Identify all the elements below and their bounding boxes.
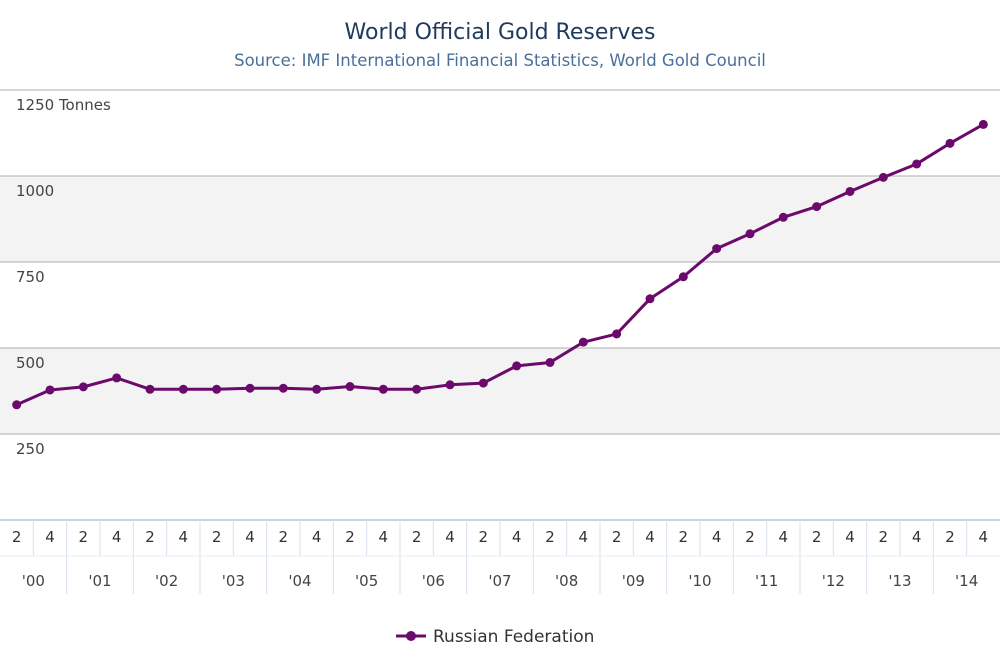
quarter-tick-label: 2 <box>79 528 89 546</box>
plot-band <box>0 348 1000 434</box>
gridlines <box>0 89 1000 435</box>
quarter-tick-label: 4 <box>512 528 522 546</box>
data-point <box>312 384 322 394</box>
data-point <box>812 202 822 212</box>
series-line <box>16 123 985 407</box>
y-tick-label: 500 <box>16 354 45 372</box>
data-point <box>12 400 22 410</box>
quarter-tick-label: 2 <box>745 528 755 546</box>
data-point <box>878 172 888 182</box>
y-tick-label: 1250 Tonnes <box>16 96 111 114</box>
plot-band <box>0 434 1000 520</box>
data-point <box>745 229 755 239</box>
data-point <box>245 383 255 393</box>
data-point <box>945 138 955 148</box>
quarter-tick-label: 4 <box>645 528 655 546</box>
chart-title: World Official Gold Reserves <box>345 20 656 45</box>
quarter-tick-label: 4 <box>45 528 55 546</box>
quarter-tick-label: 4 <box>179 528 189 546</box>
year-tick-label: '03 <box>222 572 245 590</box>
data-point <box>278 383 288 393</box>
data-point <box>578 337 588 347</box>
data-point <box>478 378 488 388</box>
data-point <box>712 244 722 254</box>
data-point <box>678 272 688 282</box>
quarter-tick-label: 2 <box>679 528 689 546</box>
quarter-tick-label: 2 <box>12 528 22 546</box>
quarter-tick-label: 4 <box>112 528 122 546</box>
data-point <box>78 382 88 392</box>
y-axis-ticks: 250 500 750 1000 1250 Tonnes <box>16 96 111 458</box>
year-tick-label: '11 <box>755 572 778 590</box>
quarter-tick-label: 4 <box>445 528 455 546</box>
quarter-tick-label: 2 <box>612 528 622 546</box>
year-tick-label: '14 <box>955 572 978 590</box>
data-point <box>178 384 188 394</box>
data-point <box>612 329 622 339</box>
legend-label: Russian Federation <box>433 627 594 647</box>
legend-swatch-marker <box>406 631 416 641</box>
year-tick-label: '06 <box>422 572 445 590</box>
data-point <box>412 384 422 394</box>
quarter-tick-label: 4 <box>579 528 589 546</box>
legend: Russian Federation <box>396 627 594 647</box>
year-tick-label: '10 <box>688 572 711 590</box>
plot-band <box>0 176 1000 262</box>
data-point <box>645 294 655 304</box>
data-point <box>778 212 788 222</box>
data-point <box>545 357 555 367</box>
year-tick-label: '04 <box>288 572 311 590</box>
year-tick-label: '09 <box>622 572 645 590</box>
data-point <box>978 119 988 129</box>
data-point <box>445 380 455 390</box>
quarter-tick-label: 2 <box>879 528 889 546</box>
year-tick-label: '08 <box>555 572 578 590</box>
data-point <box>45 385 55 395</box>
quarter-tick-label: 2 <box>545 528 555 546</box>
quarter-tick-label: 2 <box>479 528 489 546</box>
series-layer <box>12 119 988 410</box>
quarter-tick-label: 4 <box>312 528 322 546</box>
y-tick-label: 750 <box>16 268 45 286</box>
quarter-tick-label: 4 <box>712 528 722 546</box>
quarter-tick-label: 4 <box>379 528 389 546</box>
quarter-tick-label: 4 <box>912 528 922 546</box>
quarter-tick-label: 2 <box>345 528 355 546</box>
data-point <box>378 384 388 394</box>
quarter-tick-label: 2 <box>945 528 955 546</box>
year-tick-label: '05 <box>355 572 378 590</box>
plot-background <box>0 90 1000 520</box>
data-point <box>912 159 922 169</box>
year-tick-label: '01 <box>88 572 111 590</box>
data-point <box>145 384 155 394</box>
data-point <box>345 382 355 392</box>
year-tick-label: '13 <box>888 572 911 590</box>
year-tick-label: '00 <box>22 572 45 590</box>
quarter-tick-label: 4 <box>979 528 989 546</box>
quarter-tick-label: 2 <box>412 528 422 546</box>
quarter-tick-label: 2 <box>212 528 222 546</box>
quarter-tick-label: 4 <box>779 528 789 546</box>
plot-band <box>0 90 1000 176</box>
data-point <box>512 361 522 371</box>
quarter-tick-label: 2 <box>145 528 155 546</box>
year-tick-label: '02 <box>155 572 178 590</box>
y-tick-label: 1000 <box>16 182 54 200</box>
quarter-tick-label: 2 <box>279 528 289 546</box>
data-point <box>212 384 222 394</box>
quarter-tick-label: 4 <box>845 528 855 546</box>
quarter-tick-label: 2 <box>812 528 822 546</box>
year-tick-label: '12 <box>822 572 845 590</box>
data-point <box>845 186 855 196</box>
y-tick-label: 250 <box>16 440 45 458</box>
quarter-tick-label: 4 <box>245 528 255 546</box>
plot-band <box>0 262 1000 348</box>
chart-subtitle: Source: IMF International Financial Stat… <box>234 51 766 70</box>
x-axis: 2 4 2 4 2 4 2 4 2 4 2 4 2 4 2 4 2 4 2 4 2 4 2 4 2 4 2 4 2 4 '00 '01 '02 '… <box>0 519 1000 594</box>
data-point <box>112 373 122 383</box>
year-tick-label: '07 <box>488 572 511 590</box>
